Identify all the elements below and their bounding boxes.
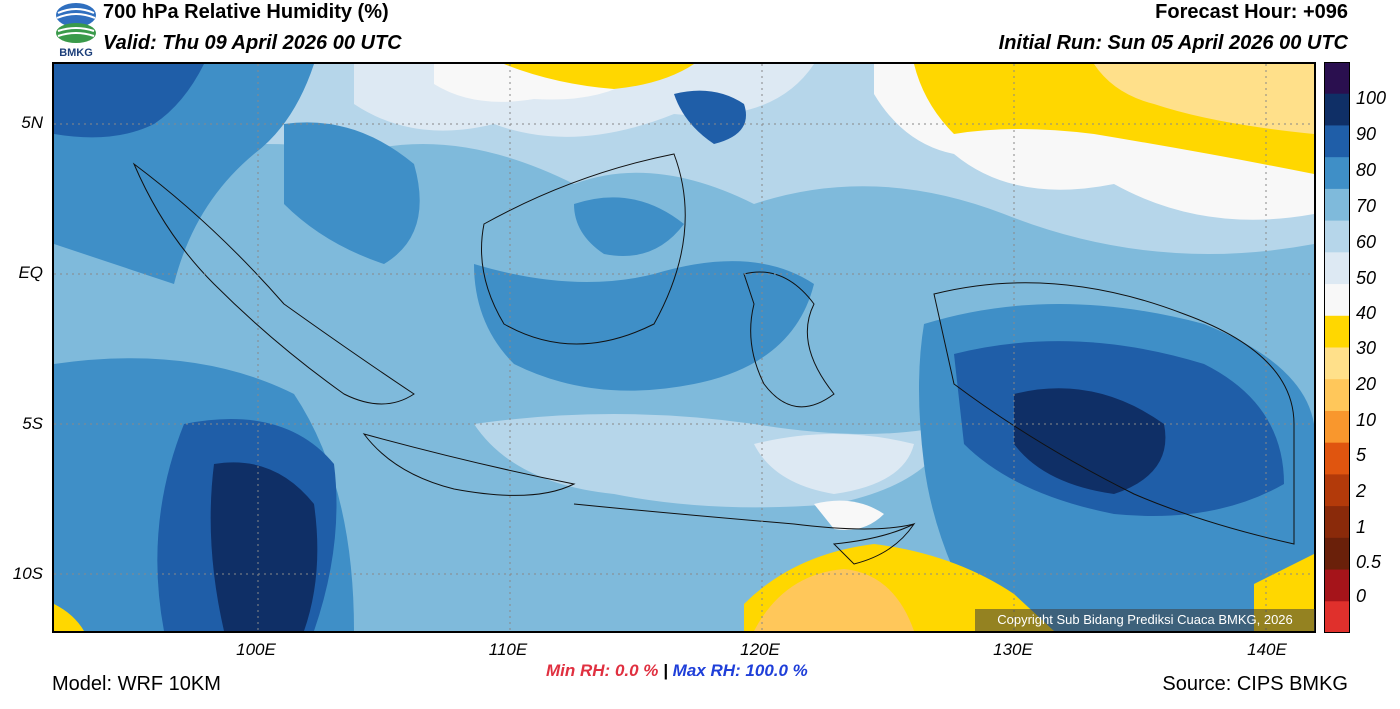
colorbar-segment: [1324, 220, 1350, 253]
logo-text: BMKG: [59, 47, 93, 59]
colorbar-label-70: 70: [1356, 196, 1377, 216]
humidity-map: [52, 62, 1316, 633]
lat-label-eq: EQ: [18, 263, 43, 282]
lon-label-120e: 120E: [740, 640, 780, 659]
colorbar-segment: [1324, 157, 1350, 190]
model-name: Model: WRF 10KM: [52, 673, 221, 695]
colorbar-label-90: 90: [1356, 124, 1377, 144]
rh-stats: Min RH: 0.0 % | Max RH: 100.0 %: [546, 661, 808, 681]
max-rh-value: 100.0 %: [745, 661, 808, 680]
colorbar-segment: [1324, 601, 1350, 633]
colorbar-label-1: 1: [1356, 517, 1367, 537]
colorbar: [1324, 62, 1350, 633]
map-title: 700 hPa Relative Humidity (%): [103, 1, 389, 23]
lat-label-5n: 5N: [21, 113, 43, 132]
lon-label-130e: 130E: [993, 640, 1033, 659]
colorbar-segment: [1324, 537, 1350, 571]
colorbar-segment: [1324, 379, 1350, 412]
colorbar-label-60: 60: [1356, 232, 1377, 252]
data-source: Source: CIPS BMKG: [1162, 673, 1348, 695]
colorbar-label-50: 50: [1356, 268, 1377, 288]
min-rh-value: 0.0 %: [614, 661, 659, 680]
lon-label-100e: 100E: [236, 640, 276, 659]
colorbar-label-40: 40: [1356, 303, 1377, 323]
colorbar-label-5: 5: [1356, 445, 1367, 465]
lon-label-110e: 110E: [488, 640, 528, 659]
colorbar-segment: [1324, 506, 1350, 539]
colorbar-segment: [1324, 188, 1350, 222]
colorbar-segment: [1324, 252, 1350, 285]
colorbar-segment: [1324, 125, 1350, 158]
lat-label-5s: 5S: [22, 414, 43, 433]
min-rh-label: Min RH:: [546, 661, 611, 680]
humidity-field: [54, 64, 1314, 631]
colorbar-segment: [1324, 442, 1350, 475]
colorbar-segment: [1324, 62, 1350, 95]
lon-label-140e: 140E: [1247, 640, 1287, 659]
copyright-notice: Copyright Sub Bidang Prediksi Cuaca BMKG…: [975, 609, 1315, 631]
colorbar-segment: [1324, 410, 1350, 444]
valid-time: Valid: Thu 09 April 2026 00 UTC: [103, 32, 402, 54]
bmkg-logo-icon: [56, 3, 96, 43]
lat-label-10s: 10S: [12, 564, 43, 583]
stats-separator: |: [663, 661, 668, 680]
colorbar-label-30: 30: [1356, 338, 1377, 358]
bmkg-logo: BMKG: [52, 1, 100, 59]
colorbar-segment: [1324, 284, 1350, 317]
colorbar-label-20: 20: [1356, 374, 1377, 394]
colorbar-label-2: 2: [1356, 481, 1367, 501]
colorbar-label-80: 80: [1356, 160, 1377, 180]
colorbar-label-10: 10: [1356, 410, 1377, 430]
colorbar-segment: [1324, 315, 1350, 348]
colorbar-label-0: 0: [1356, 586, 1367, 606]
colorbar-label-100: 100: [1356, 88, 1387, 108]
forecast-hour: Forecast Hour: +096: [1155, 1, 1348, 23]
colorbar-segment: [1324, 93, 1350, 126]
max-rh-label: Max RH:: [672, 661, 741, 680]
colorbar-segment: [1324, 569, 1350, 602]
colorbar-label-0-5: 0.5: [1356, 552, 1382, 572]
colorbar-segment: [1324, 474, 1350, 507]
colorbar-segment: [1324, 347, 1350, 380]
initial-run: Initial Run: Sun 05 April 2026 00 UTC: [998, 32, 1348, 54]
